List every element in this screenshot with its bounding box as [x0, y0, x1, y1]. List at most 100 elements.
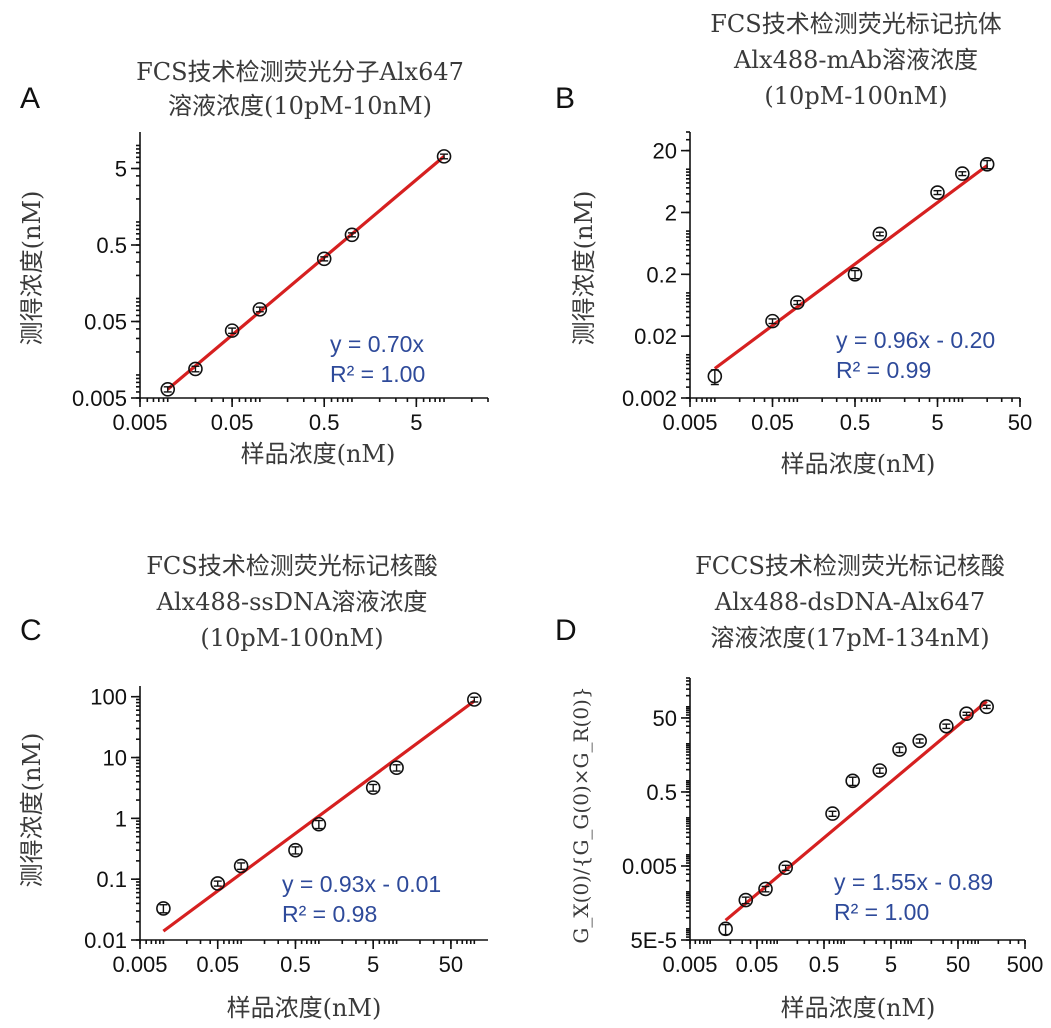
data-point: [758, 881, 773, 897]
data-point: [156, 901, 171, 916]
x-tick-label: 50: [946, 952, 970, 977]
y-tick-label: 0.5: [646, 780, 677, 805]
data-point: [311, 816, 327, 832]
x-tick-label: 5: [367, 952, 379, 977]
y-axis-label: 测得浓度(nM): [18, 191, 46, 346]
data-point: [825, 806, 840, 821]
y-axis-label: 测得浓度(nM): [18, 733, 46, 888]
x-tick-label: 0.05: [736, 952, 779, 977]
fit-equation: y = 0.70x: [330, 331, 424, 357]
data-point: [365, 780, 381, 795]
data-point: [224, 323, 240, 338]
data-point: [872, 763, 888, 778]
data-point: [845, 773, 860, 789]
data-point: [847, 267, 863, 282]
chart-title-line-3: (10pM-100nM): [764, 82, 947, 110]
chart-title-line-3: 溶液浓度(17pM-134nM): [710, 624, 989, 652]
y-tick-label: 10: [103, 746, 127, 771]
data-point: [738, 892, 754, 908]
y-tick-label: 0.2: [646, 262, 677, 287]
data-point: [389, 760, 404, 776]
x-tick-label: 0.005: [662, 952, 717, 977]
chart-title-line-3: (10pM-100nM): [200, 624, 383, 652]
data-point: [939, 718, 954, 734]
x-tick-label: 0.5: [809, 952, 840, 977]
fit-equation: y = 0.93x - 0.01: [282, 871, 441, 897]
x-tick-label: 5: [931, 410, 943, 435]
data-point: [210, 876, 226, 891]
y-tick-label: 2: [665, 200, 677, 225]
data-point: [233, 858, 249, 874]
y-axis-label: 测得浓度(nM): [570, 191, 598, 346]
fit-line: [713, 164, 989, 370]
fit-line: [166, 155, 446, 391]
data-point: [778, 860, 793, 875]
chart-title-line-2: 溶液浓度(10pM-10nM): [168, 92, 432, 120]
x-tick-label: 0.5: [309, 410, 340, 435]
data-point: [252, 302, 268, 317]
x-tick-label: 0.05: [751, 410, 794, 435]
fit-equation: y = 0.96x - 0.20: [836, 327, 995, 353]
x-tick-label: 500: [1007, 952, 1044, 977]
panel-d: D FCCS技术检测荧光标记核酸 Alx488-dsDNA-Alx647 溶液浓…: [555, 552, 1043, 1022]
r-squared: R² = 0.99: [836, 357, 931, 383]
chart-title-line-2: Alx488-mAb溶液浓度: [733, 46, 978, 74]
data-point: [160, 381, 176, 397]
x-axis-label: 样品浓度(nM): [781, 450, 936, 478]
panel-b: B FCS技术检测荧光标记抗体 Alx488-mAb溶液浓度 (10pM-100…: [555, 10, 1032, 478]
y-tick-label: 0.002: [622, 386, 677, 411]
r-squared: R² = 0.98: [282, 901, 377, 927]
r-squared: R² = 1.00: [330, 361, 425, 387]
y-tick-label: 1: [115, 806, 127, 831]
panel-label-d: D: [555, 614, 577, 647]
data-point: [872, 226, 888, 242]
x-tick-label: 0.05: [211, 410, 254, 435]
x-tick-label: 5: [410, 410, 422, 435]
y-tick-label: 100: [90, 685, 127, 710]
y-tick-label: 50: [653, 706, 677, 731]
data-point: [467, 692, 482, 707]
x-tick-label: 0.5: [840, 410, 871, 435]
fit-line: [162, 699, 476, 933]
fit-equation: y = 1.55x - 0.89: [834, 869, 993, 895]
y-tick-label: 5: [115, 156, 127, 181]
data-point: [979, 157, 995, 172]
y-tick-label: 0.02: [634, 324, 677, 349]
y-tick-label: 0.1: [96, 867, 127, 892]
panel-label-c: C: [20, 614, 42, 647]
y-tick-label: 0.005: [622, 854, 677, 879]
r-squared: R² = 1.00: [834, 899, 929, 925]
x-tick-label: 0.5: [280, 952, 311, 977]
y-tick-label: 0.01: [84, 928, 127, 953]
x-tick-label: 0.005: [112, 952, 167, 977]
data-point: [436, 149, 452, 164]
x-axis-label: 样品浓度(nM): [241, 440, 396, 468]
chart-title-line-1: FCCS技术检测荧光标记核酸: [695, 552, 1005, 580]
x-tick-label: 0.05: [196, 952, 239, 977]
panel-label-a: A: [20, 82, 40, 115]
x-tick-label: 5: [885, 952, 897, 977]
y-tick-label: 0.5: [96, 233, 127, 258]
chart-title-line-2: Alx488-dsDNA-Alx647: [714, 588, 985, 616]
chart-title-line-1: FCS技术检测荧光标记抗体: [710, 10, 1001, 38]
data-point: [955, 166, 970, 181]
y-tick-label: 20: [653, 139, 677, 164]
x-tick-label: 0.005: [112, 410, 167, 435]
data-point: [188, 361, 203, 377]
x-axis-label: 样品浓度(nM): [781, 994, 936, 1022]
panel-label-b: B: [555, 82, 575, 115]
x-tick-label: 50: [439, 952, 463, 977]
data-point: [959, 706, 974, 722]
x-tick-label: 50: [1008, 410, 1032, 435]
data-point: [912, 733, 927, 749]
data-point: [707, 368, 723, 384]
panel-a: A FCS技术检测荧光分子Alx647 溶液浓度(10pM-10nM) 测得浓度…: [18, 58, 489, 468]
x-axis-label: 样品浓度(nM): [227, 994, 382, 1022]
data-point: [765, 313, 780, 329]
data-point: [288, 842, 303, 858]
x-tick-label: 0.005: [662, 410, 717, 435]
data-point: [979, 699, 994, 715]
chart-title-line-1: FCS技术检测荧光标记核酸: [146, 552, 437, 580]
data-point: [344, 227, 360, 243]
